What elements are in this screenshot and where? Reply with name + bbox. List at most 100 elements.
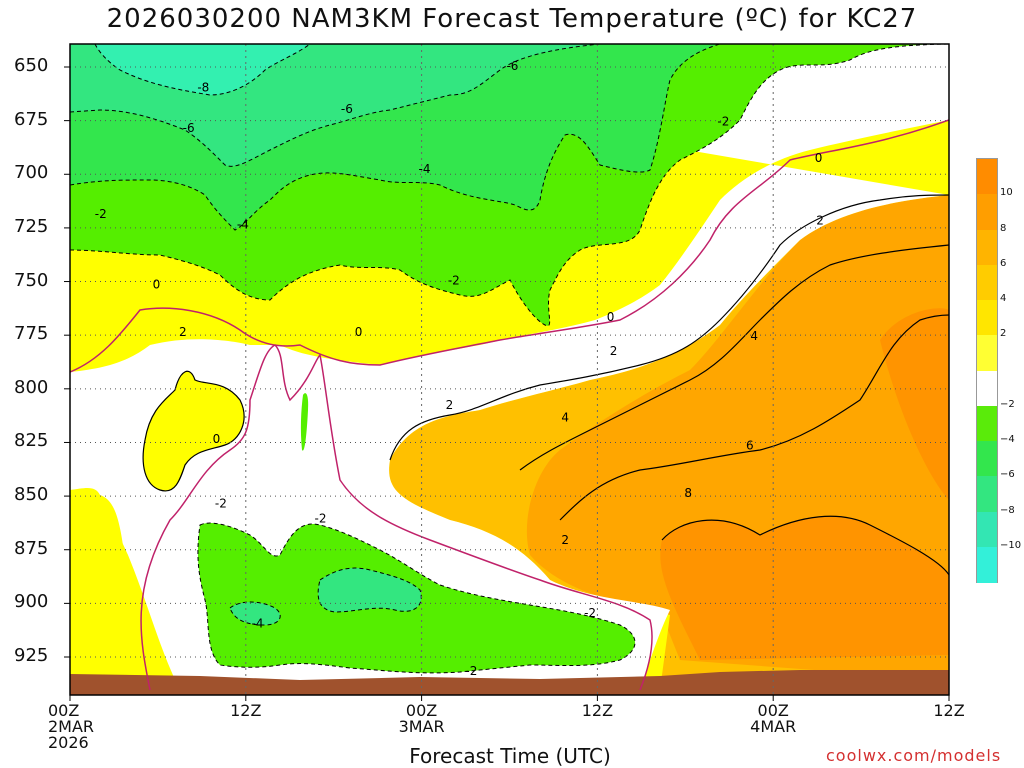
fill-teal-coldest bbox=[95, 44, 310, 95]
y-tick-label: 850 bbox=[14, 484, 49, 506]
contour-label: 2 bbox=[179, 325, 187, 339]
contour-label: -2 bbox=[315, 512, 327, 526]
colorbar-label: 4 bbox=[1000, 293, 1007, 304]
y-tick-label: 875 bbox=[14, 537, 49, 559]
x-tick-label: 12Z bbox=[933, 701, 965, 720]
y-tick-label: 725 bbox=[14, 215, 49, 237]
contour-label: 0 bbox=[213, 432, 221, 446]
contour-label: -2 bbox=[584, 606, 596, 620]
x-tick-label: 12Z bbox=[230, 701, 262, 720]
fill-yellow-island-left bbox=[143, 371, 245, 491]
contour-label: 0 bbox=[355, 325, 363, 339]
y-tick-label: 900 bbox=[14, 591, 49, 613]
colorbar-label: 2 bbox=[1000, 328, 1007, 340]
contour-label: 2 bbox=[816, 213, 824, 227]
contour-label: -2 bbox=[448, 273, 460, 287]
x-tick-label: 00Z 3MAR bbox=[398, 701, 445, 736]
colorbar-segment bbox=[977, 370, 997, 407]
colorbar-segment bbox=[977, 194, 997, 230]
contour-label: 2 bbox=[446, 398, 454, 412]
contour-label: 4 bbox=[561, 411, 569, 425]
contour-label: 0 bbox=[607, 310, 615, 324]
contour-label: -6 bbox=[341, 102, 353, 116]
colorbar-label: −6 bbox=[1000, 469, 1015, 481]
y-tick-label: 825 bbox=[14, 430, 49, 452]
colorbar-segment bbox=[977, 264, 997, 301]
fill-green-lower-cold bbox=[318, 568, 422, 612]
contour-label: 8 bbox=[684, 486, 692, 500]
contour-label: 2 bbox=[561, 533, 569, 547]
colorbar-segment bbox=[977, 511, 997, 548]
y-tick-label: 675 bbox=[14, 108, 49, 130]
fill-green-lower-cold-2 bbox=[230, 602, 281, 625]
y-tick-label: 700 bbox=[14, 162, 49, 184]
contour-8 bbox=[661, 515, 949, 576]
contour-2 bbox=[389, 194, 949, 461]
colorbar-label: 8 bbox=[1000, 222, 1007, 234]
contour-4 bbox=[519, 244, 949, 471]
contour-neg2-upper bbox=[70, 44, 949, 327]
y-tick-label: 925 bbox=[14, 645, 49, 666]
colorbar-segment bbox=[977, 405, 997, 442]
colorbar-segment bbox=[977, 159, 997, 195]
x-tick-label: 12Z bbox=[581, 701, 614, 720]
colorbar-label: −2 bbox=[1000, 398, 1015, 410]
x-axis-title: Forecast Time (UTC) bbox=[409, 744, 611, 768]
fill-8-10 bbox=[660, 516, 949, 660]
y-tick-label: 650 bbox=[14, 55, 49, 76]
colorbar-segment bbox=[977, 441, 997, 477]
contour-neg4-lower-2 bbox=[229, 601, 281, 626]
contour-label: -2 bbox=[215, 497, 227, 511]
contour-0-upper bbox=[70, 119, 949, 373]
colorbar bbox=[976, 158, 998, 583]
contour-label: 4 bbox=[750, 329, 758, 343]
contour-label: 0 bbox=[153, 278, 161, 292]
chart-title: 2026030200 NAM3KM Forecast Temperature (… bbox=[106, 4, 918, 34]
colorbar-label: −8 bbox=[1000, 504, 1015, 516]
contour-label: -4 bbox=[237, 218, 249, 232]
contour-neg4-lower bbox=[317, 567, 422, 613]
contour-label: 2 bbox=[610, 344, 618, 358]
contour-label: -2 bbox=[465, 664, 477, 678]
terrain bbox=[70, 670, 949, 695]
x-tick-label: 00Z 2MAR 2026 bbox=[48, 701, 95, 752]
contour-label: -8 bbox=[197, 80, 209, 94]
contour-label: -6 bbox=[506, 59, 518, 73]
colorbar-segment bbox=[977, 229, 997, 266]
colorbar-segment bbox=[977, 335, 997, 371]
contour-neg2-lower bbox=[197, 522, 636, 674]
contour-label: -4 bbox=[419, 162, 431, 176]
contour-label: -2 bbox=[95, 207, 107, 221]
colorbar-segment bbox=[977, 476, 997, 512]
contour-label: -6 bbox=[183, 121, 195, 135]
colorbar-label: 10 bbox=[1000, 187, 1013, 199]
colorbar-segment bbox=[977, 546, 997, 583]
contour-neg6-upper bbox=[70, 44, 601, 167]
contour-label: -2 bbox=[717, 115, 729, 129]
contour-label: -4 bbox=[252, 617, 264, 631]
colorbar-segment bbox=[977, 300, 997, 336]
credit-link[interactable]: coolwx.com/models bbox=[826, 746, 1002, 765]
contour-labels: -8 -6 -6 -6 -4 -4 -2 -2 -2 0 0 0 0 0 2 2 2 2 2 4 4 6 8 -2 -2 -2 -2… bbox=[95, 59, 824, 678]
y-tick-label: 750 bbox=[14, 269, 49, 291]
contour-neg8-upper bbox=[94, 44, 311, 96]
contour-2-left bbox=[142, 370, 245, 492]
temperature-fill bbox=[70, 44, 949, 695]
fill-8-10-upper bbox=[880, 308, 949, 500]
colorbar-label: −4 bbox=[1000, 434, 1015, 445]
contour-6 bbox=[559, 314, 949, 521]
fill-white-band bbox=[70, 44, 949, 690]
colorbar-label: −10 bbox=[1000, 539, 1022, 551]
x-tick-label: 00Z 4MAR bbox=[750, 701, 797, 736]
fill-green-sliver bbox=[300, 393, 309, 451]
contour-label: 0 bbox=[815, 151, 823, 165]
contour-neg4-upper bbox=[70, 44, 721, 231]
contour-0-lower bbox=[140, 344, 653, 691]
colorbar-label: 6 bbox=[1000, 257, 1007, 269]
contour-label: 6 bbox=[746, 439, 754, 453]
fill-yellow-left-edge bbox=[70, 487, 150, 690]
plot-frame bbox=[69, 43, 950, 696]
contour-lines bbox=[70, 44, 949, 691]
y-tick-label: 775 bbox=[14, 323, 49, 345]
